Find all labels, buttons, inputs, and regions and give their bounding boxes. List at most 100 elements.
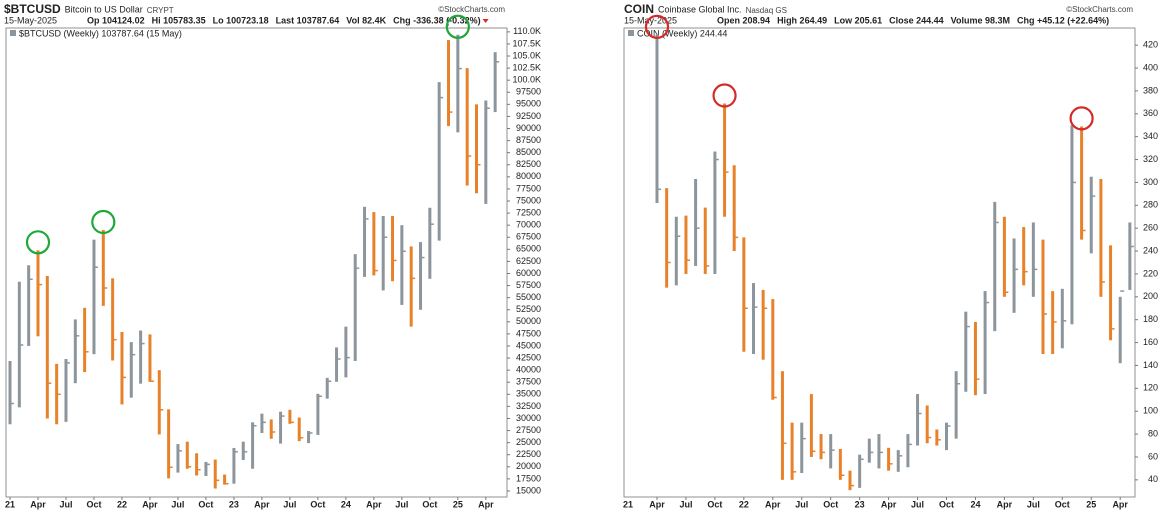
price-range [1109, 245, 1113, 341]
x-tick-label: 23 [229, 499, 239, 509]
price-range [428, 207, 432, 279]
x-tick-label: Apr [30, 499, 46, 509]
price-range [800, 422, 804, 473]
security-name: Bitcoin to US Dollar [65, 4, 143, 14]
y-tick-label: 110.0K [513, 26, 541, 36]
price-range [877, 434, 881, 469]
y-tick-label: 27500 [516, 425, 541, 435]
stat: Close 244.44 [889, 15, 944, 25]
price-range [1099, 178, 1103, 297]
price-range [703, 207, 707, 274]
y-tick-label: 20000 [516, 461, 541, 471]
y-tick-label: 102.5K [512, 62, 541, 72]
price-range [456, 34, 460, 133]
y-tick-label: 90000 [516, 123, 541, 133]
price-range [829, 434, 833, 469]
price-range [64, 359, 68, 422]
date: 15-May-2025 [4, 15, 57, 25]
y-tick-label: 107.5K [512, 38, 541, 48]
price-range [344, 326, 348, 378]
price-range [185, 441, 189, 469]
price-range [1060, 288, 1064, 349]
price-range [819, 434, 823, 460]
y-tick-label: 52500 [516, 304, 541, 314]
y-tick-label: 180 [1143, 314, 1158, 324]
x-tick-label: Jul [1027, 499, 1040, 509]
y-tick-label: 42500 [516, 352, 541, 362]
x-tick-label: Jul [171, 499, 184, 509]
price-range [732, 165, 736, 252]
price-range [964, 311, 968, 392]
y-tick-label: 80 [1148, 428, 1158, 438]
y-tick-label: 55000 [516, 292, 541, 302]
x-tick-label: Oct [86, 499, 101, 509]
stat: Op 104124.02 [87, 15, 145, 25]
y-tick-label: 50000 [516, 316, 541, 326]
x-tick-label: Oct [823, 499, 838, 509]
x-tick-label: 24 [970, 499, 980, 509]
down-arrow [482, 19, 489, 23]
price-range [437, 82, 441, 241]
price-range [1089, 176, 1093, 254]
y-tick-label: 62500 [516, 256, 541, 266]
legend-icon [10, 30, 16, 36]
price-range [316, 393, 320, 435]
y-tick-label: 280 [1143, 200, 1158, 210]
y-tick-label: 200 [1143, 291, 1158, 301]
price-range [723, 103, 727, 217]
y-tick-label: 260 [1143, 223, 1158, 233]
y-tick-label: 320 [1143, 154, 1158, 164]
price-range [251, 422, 255, 469]
y-tick-label: 45000 [516, 340, 541, 350]
y-tick-label: 32500 [516, 401, 541, 411]
price-range [1080, 126, 1084, 240]
price-range [325, 377, 329, 399]
price-range [353, 254, 357, 361]
price-range [1070, 125, 1074, 325]
highlight-circle [644, 14, 670, 39]
price-range [260, 413, 264, 433]
y-tick-label: 67500 [516, 232, 541, 242]
y-tick-label: 82500 [516, 159, 541, 169]
y-tick-label: 300 [1143, 177, 1158, 187]
price-range [269, 419, 273, 439]
y-tick-label: 17500 [516, 473, 541, 483]
price-range [213, 459, 217, 489]
price-range [307, 431, 311, 444]
y-tick-label: 72500 [516, 207, 541, 217]
y-tick-label: 140 [1143, 360, 1158, 370]
x-tick-label: 22 [739, 499, 749, 509]
price-range [694, 178, 698, 266]
price-range [896, 450, 900, 472]
price-range [288, 409, 292, 424]
price-range [232, 447, 236, 484]
x-tick-label: Oct [310, 499, 325, 509]
y-tick-label: 75000 [516, 195, 541, 205]
price-range [1031, 222, 1035, 297]
y-tick-label: 77500 [516, 183, 541, 193]
y-tick-label: 420 [1143, 40, 1158, 50]
plot-frame [623, 27, 1136, 498]
price-range [742, 237, 746, 352]
y-tick-label: 15000 [516, 485, 541, 495]
security-name: Coinbase Global Inc. [658, 4, 742, 14]
y-tick-label: 40000 [516, 365, 541, 375]
price-range [925, 405, 929, 444]
y-tick-label: 80000 [516, 171, 541, 181]
price-range [391, 215, 395, 282]
y-tick-label: 40 [1148, 474, 1158, 484]
x-tick-label: Apr [997, 499, 1013, 509]
stat: Lo 100723.18 [213, 15, 269, 25]
price-range [157, 370, 161, 435]
price-range [176, 444, 180, 473]
y-tick-label: 65000 [516, 244, 541, 254]
x-tick-label: 22 [117, 499, 127, 509]
price-range [223, 474, 227, 485]
legend: $BTCUSD (Weekly) 103787.64 (15 May) [19, 28, 182, 38]
highlight-circle [1069, 106, 1094, 131]
watermark: ©StockCharts.com [438, 5, 505, 14]
x-tick-label: Oct [1055, 499, 1070, 509]
y-tick-label: 240 [1143, 245, 1158, 255]
price-range [809, 394, 813, 457]
